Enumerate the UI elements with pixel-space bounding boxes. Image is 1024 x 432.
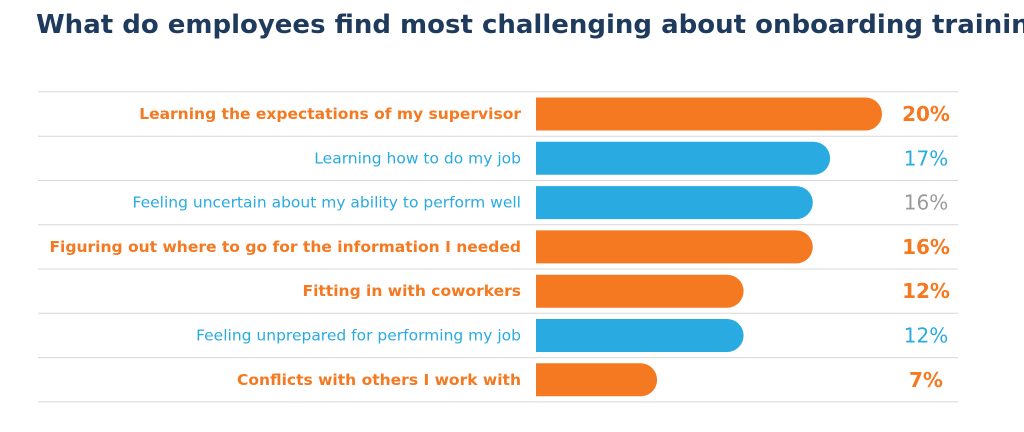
value-label: 16% bbox=[904, 191, 948, 215]
value-label: 12% bbox=[904, 324, 948, 348]
bar bbox=[536, 186, 813, 220]
category-label: Feeling unprepared for performing my job bbox=[196, 327, 521, 345]
value-label: 7% bbox=[909, 368, 943, 392]
category-label: Learning how to do my job bbox=[314, 149, 521, 167]
bar bbox=[536, 141, 831, 175]
bar bbox=[536, 319, 744, 352]
value-label: 16% bbox=[902, 235, 950, 259]
category-label: Learning the expectations of my supervis… bbox=[139, 105, 521, 123]
bar bbox=[536, 230, 813, 264]
value-label: 12% bbox=[902, 279, 950, 303]
value-label: 17% bbox=[904, 146, 948, 170]
category-label: Conflicts with others I work with bbox=[237, 371, 521, 389]
category-label: Feeling uncertain about my ability to pe… bbox=[133, 194, 521, 212]
bar bbox=[536, 274, 744, 308]
bar bbox=[536, 97, 883, 131]
category-label: Figuring out where to go for the informa… bbox=[49, 238, 521, 256]
value-label: 20% bbox=[902, 102, 950, 126]
category-label: Fitting in with coworkers bbox=[303, 282, 522, 300]
chart-title: What do employees find most challenging … bbox=[36, 10, 1024, 40]
bar bbox=[536, 363, 658, 397]
